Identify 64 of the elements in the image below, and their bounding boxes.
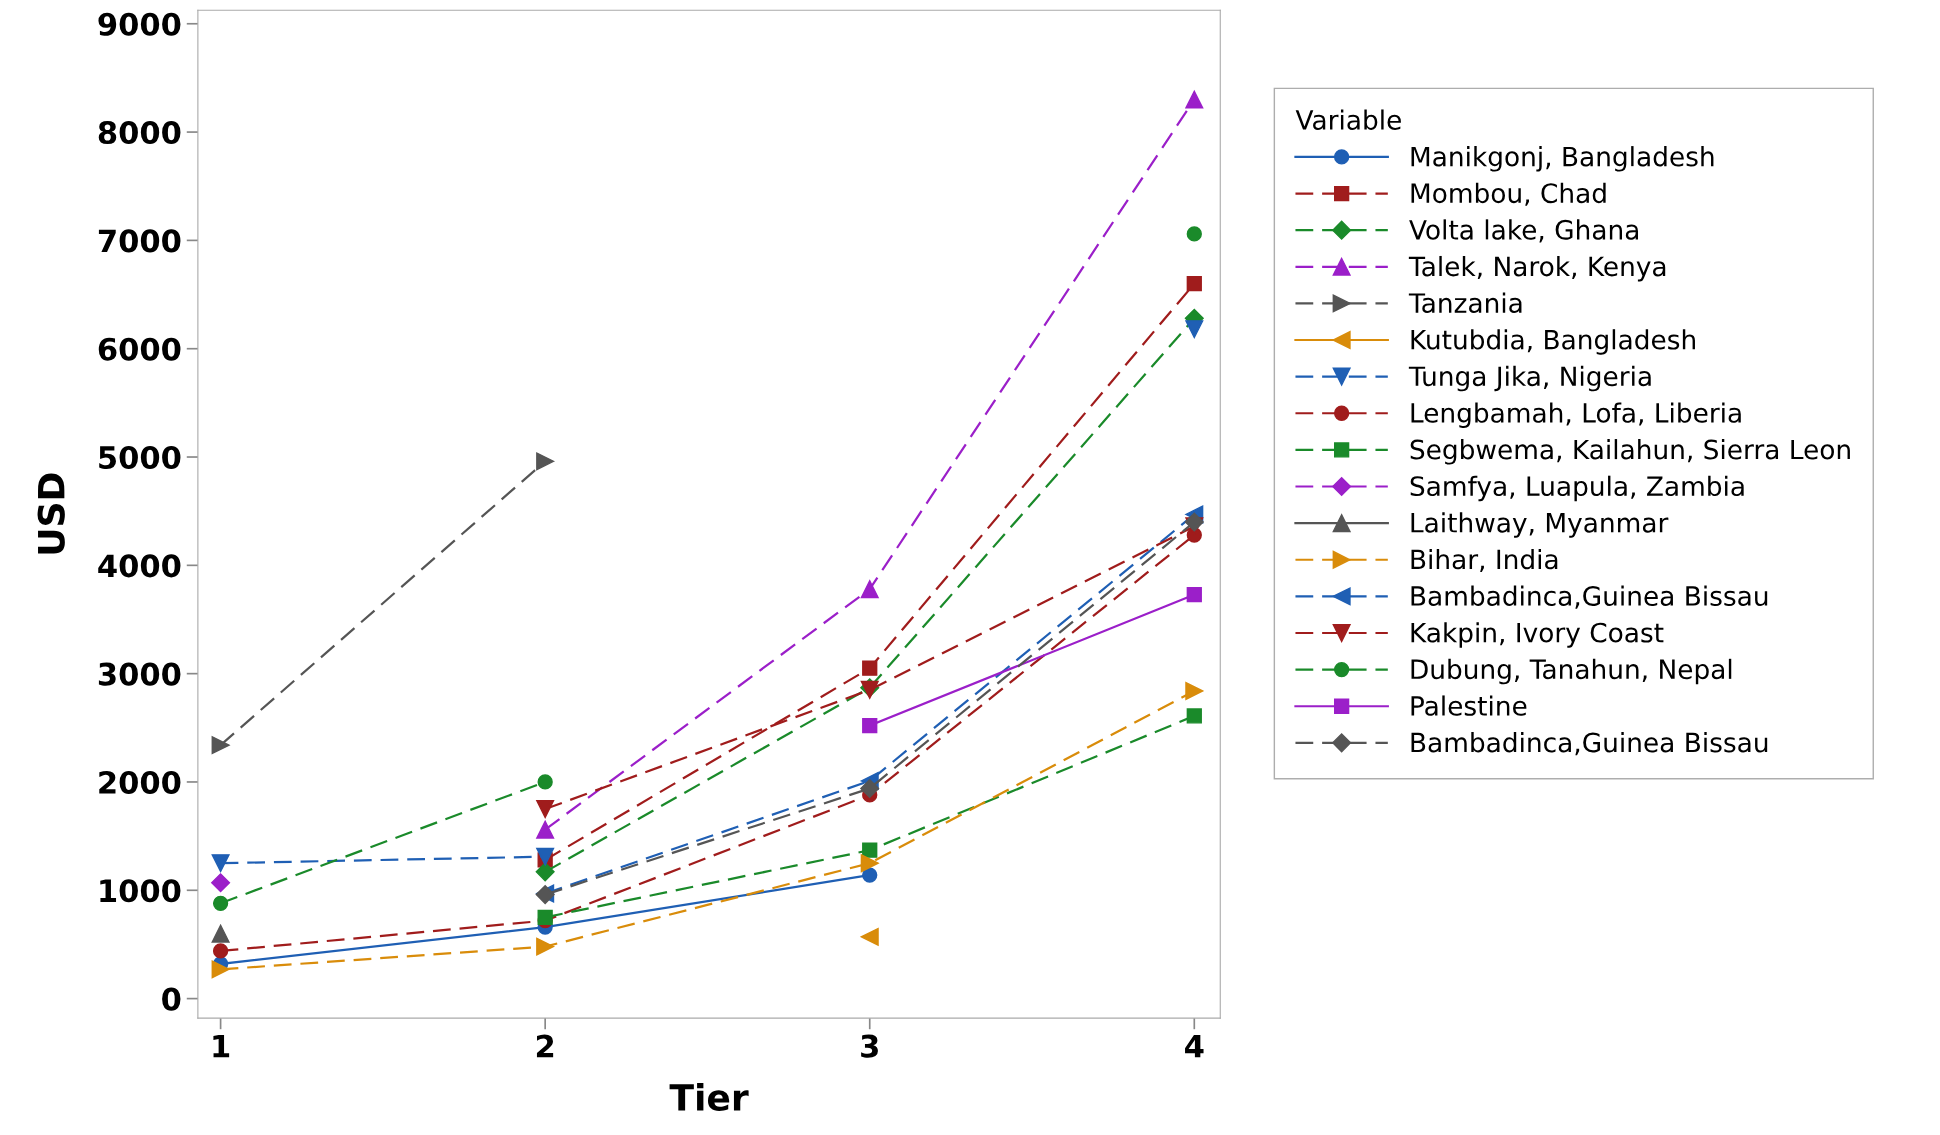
point xyxy=(211,736,230,755)
point xyxy=(211,873,231,893)
point xyxy=(536,820,555,839)
point xyxy=(535,862,555,882)
point xyxy=(1186,708,1202,724)
x-tick-label: 1 xyxy=(213,1035,230,1058)
point xyxy=(536,937,555,956)
point xyxy=(862,718,878,734)
legend-label: Mombou, Chad xyxy=(1411,182,1606,206)
point xyxy=(1186,226,1202,242)
legend-label: Samfya, Luapula, Zambia xyxy=(1410,475,1744,502)
legend-label: Volta lake, Ghana xyxy=(1409,219,1639,243)
y-tick-label: 4000 xyxy=(98,554,181,578)
x-tick-label: 3 xyxy=(861,1034,878,1058)
y-tick-label: 2000 xyxy=(99,770,181,795)
point xyxy=(1185,90,1204,109)
legend-label: Bambadinca,Guinea Bissau xyxy=(1411,585,1768,609)
y-tick-label: 1000 xyxy=(100,879,181,903)
y-tick-label: 6000 xyxy=(98,337,181,361)
x-tick-label: 4 xyxy=(1185,1035,1204,1058)
point xyxy=(536,452,555,471)
legend-label: Kutubdia, Bangladesh xyxy=(1411,329,1695,355)
y-tick-label: 5000 xyxy=(99,445,181,470)
y-tick-label: 7000 xyxy=(98,229,181,253)
legend-label: Bambadinca,Guinea Bissau xyxy=(1411,732,1768,756)
legend-label: Kakpin, Ivory Coast xyxy=(1411,622,1664,648)
x-axis-title: Tier xyxy=(669,1083,749,1112)
x-tick-label: 2 xyxy=(536,1034,554,1058)
point xyxy=(212,943,229,959)
point xyxy=(212,895,229,911)
point xyxy=(537,774,553,790)
point xyxy=(211,924,230,943)
point xyxy=(1184,512,1204,532)
point xyxy=(1185,320,1204,339)
point xyxy=(211,960,230,979)
point xyxy=(211,854,230,873)
y-tick-label: 9000 xyxy=(98,12,181,36)
point xyxy=(1186,276,1202,292)
legend-title: Variable xyxy=(1295,109,1401,130)
legend-label: Tanzania xyxy=(1408,292,1522,313)
point xyxy=(1185,681,1204,701)
point xyxy=(862,842,878,858)
point xyxy=(860,580,879,599)
legend-label: Talek, Narok, Kenya xyxy=(1408,255,1666,282)
point xyxy=(862,660,878,676)
point xyxy=(1186,586,1202,603)
point xyxy=(860,778,880,798)
legend-label: Manikgonj, Bangladesh xyxy=(1411,146,1714,172)
legend-label: Lengbamah, Lofa, Liberia xyxy=(1411,402,1741,428)
y-tick-label: 3000 xyxy=(98,662,181,686)
legend-label: Segbwema, Kailahun, Sierra Leon xyxy=(1410,439,1850,465)
legend-label: Tunga Jika, Nigeria xyxy=(1408,365,1651,392)
y-tick-label: 0 xyxy=(162,987,181,1011)
legend-label: Dubung, Tanahun, Nepal xyxy=(1411,658,1732,685)
y-tick-label: 8000 xyxy=(98,121,181,145)
legend-label: Bihar, India xyxy=(1411,548,1558,573)
legend-label: Laithway, Myanmar xyxy=(1411,512,1669,538)
legend-label: Palestine xyxy=(1411,695,1527,716)
y-axis-title: USD xyxy=(37,473,65,554)
point xyxy=(860,854,879,873)
point xyxy=(536,847,555,866)
point xyxy=(536,800,555,819)
point xyxy=(860,927,879,946)
point xyxy=(862,867,878,883)
